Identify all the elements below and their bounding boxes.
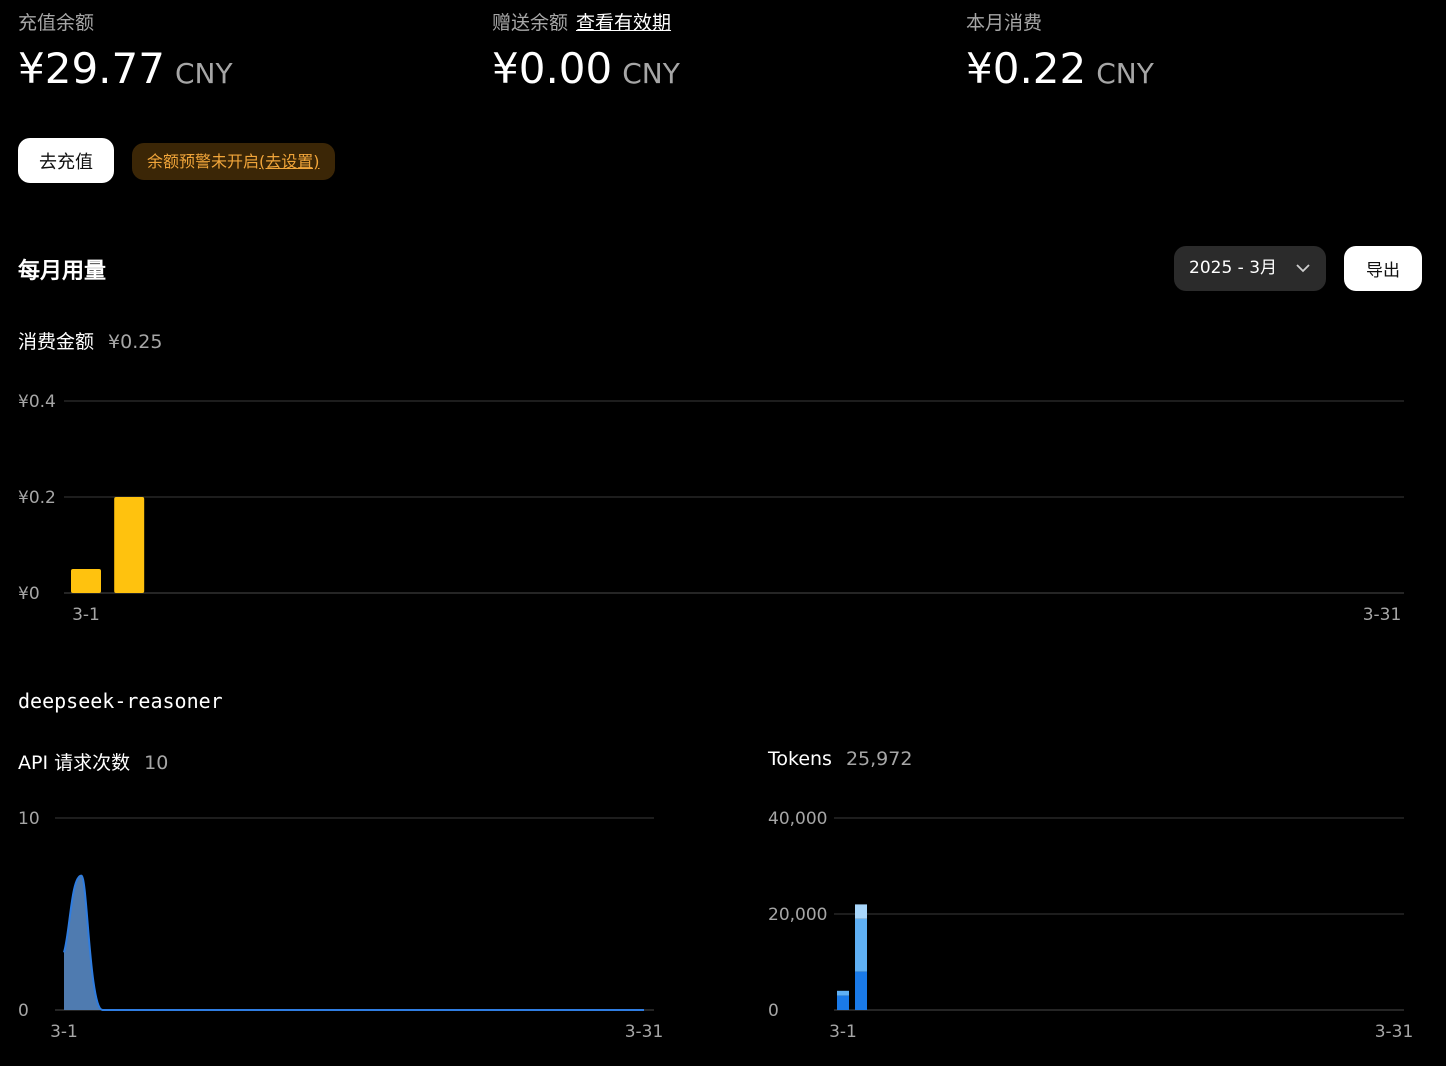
requests-metric-label: API 请求次数 — [18, 752, 131, 774]
tokens-x-tick: 3-1 — [829, 1022, 857, 1042]
spend-bar[interactable] — [114, 497, 145, 593]
tokens-metric-label: Tokens — [768, 748, 832, 770]
recharge-button[interactable]: 去充值 — [18, 138, 114, 183]
recharge-balance-value: ¥29.77 CNY — [18, 44, 233, 94]
spend-x-tick: 3-1 — [72, 605, 100, 625]
month-spend: 本月消费 ¥0.22 CNY — [966, 10, 1154, 94]
tokens-metric: Tokens 25,972 — [768, 748, 912, 770]
balance-alert-text: 余额预警未开启 — [147, 152, 260, 171]
requests-line — [63, 874, 644, 1011]
requests-chart: 0 10 3-1 3-31 — [18, 809, 663, 1042]
spend-x-tick: 3-31 — [1363, 605, 1402, 625]
requests-x-tick: 3-1 — [50, 1022, 78, 1042]
model-name: deepseek-reasoner — [18, 689, 223, 713]
recharge-balance-label: 充值余额 — [18, 12, 95, 34]
tokens-y-tick: 40,000 — [768, 809, 827, 829]
tokens-x-tick: 3-31 — [1375, 1022, 1414, 1042]
month-selector[interactable]: 2025 - 3月 — [1174, 246, 1326, 291]
tokens-bar-segment[interactable] — [855, 904, 867, 919]
tokens-chart: 0 20,000 40,000 3-1 3-31 — [768, 809, 1413, 1042]
spend-chart: ¥0 ¥0.2 ¥0.4 3-1 3-31 — [18, 392, 1404, 625]
monthly-usage-title: 每月用量 — [18, 259, 107, 284]
export-button[interactable]: 导出 — [1344, 246, 1422, 291]
requests-x-tick: 3-31 — [625, 1022, 664, 1042]
view-validity-link[interactable]: 查看有效期 — [576, 12, 672, 34]
spend-bar[interactable] — [71, 569, 101, 593]
month-spend-value: ¥0.22 CNY — [966, 44, 1154, 94]
spend-metric-value: ¥0.25 — [108, 331, 163, 353]
tokens-bar-segment[interactable] — [837, 990, 849, 996]
tokens-bar-segment[interactable] — [855, 971, 867, 1010]
tokens-y-tick: 20,000 — [768, 905, 827, 925]
chevron-down-icon — [1296, 264, 1310, 273]
requests-metric-value: 10 — [144, 752, 169, 774]
spend-y-tick: ¥0 — [18, 584, 40, 604]
balance-alert-badge: 余额预警未开启(去设置) — [132, 143, 335, 180]
recharge-balance: 充值余额 ¥29.77 CNY — [18, 10, 233, 94]
tokens-bar-segment[interactable] — [837, 995, 849, 1010]
gift-balance-label-row: 赠送余额 查看有效期 — [492, 10, 680, 36]
month-spend-unit: CNY — [1096, 57, 1154, 90]
month-selector-value: 2025 - 3月 — [1189, 258, 1278, 278]
spend-metric: 消费金额 ¥0.25 — [18, 327, 162, 354]
spend-metric-label: 消费金额 — [18, 331, 95, 353]
alert-settings-link[interactable]: (去设置) — [259, 152, 320, 171]
recharge-balance-amount: ¥29.77 — [18, 44, 165, 93]
tokens-metric-value: 25,972 — [845, 748, 913, 770]
spend-y-tick: ¥0.2 — [18, 488, 56, 508]
recharge-balance-unit: CNY — [174, 57, 233, 90]
gift-balance-value: ¥0.00 CNY — [492, 44, 680, 94]
requests-y-tick: 0 — [18, 1001, 29, 1021]
month-spend-amount: ¥0.22 — [966, 44, 1087, 93]
gift-balance: 赠送余额 查看有效期 ¥0.00 CNY — [492, 10, 680, 94]
gift-balance-label: 赠送余额 — [492, 12, 569, 34]
requests-area — [64, 875, 644, 1010]
requests-metric: API 请求次数 10 — [18, 748, 168, 775]
spend-y-tick: ¥0.4 — [18, 392, 56, 412]
requests-y-tick: 10 — [18, 809, 40, 829]
gift-balance-amount: ¥0.00 — [492, 44, 613, 93]
gift-balance-unit: CNY — [622, 57, 680, 90]
tokens-bar-segment[interactable] — [855, 918, 867, 972]
month-spend-label: 本月消费 — [966, 12, 1043, 34]
tokens-y-tick: 0 — [768, 1001, 779, 1021]
